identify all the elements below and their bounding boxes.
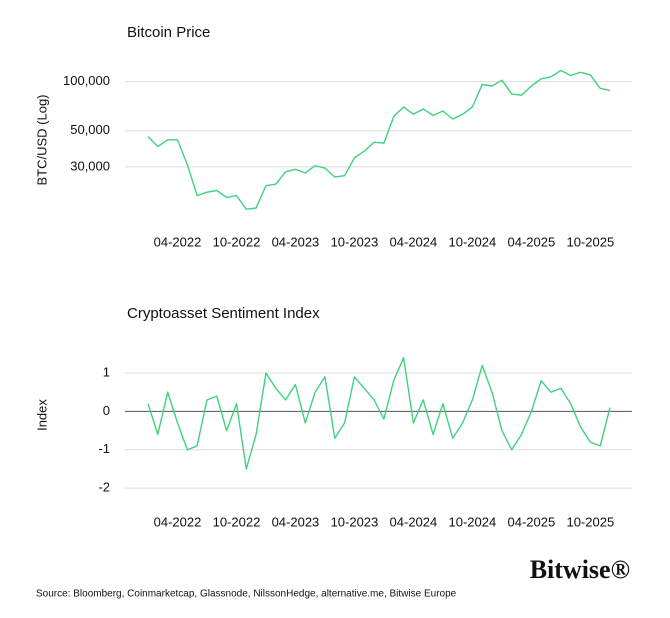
chart-title: Cryptoasset Sentiment Index: [127, 305, 320, 322]
x-tick-label: 10-2022: [213, 234, 261, 249]
x-tick-label: 04-2024: [390, 234, 438, 249]
x-tick-label: 10-2022: [213, 514, 261, 529]
x-tick-label: 04-2023: [272, 514, 320, 529]
y-axis-label: BTC/USD (Log): [34, 94, 49, 185]
y-tick-label: 100,000: [63, 73, 110, 88]
y-tick-label: 50,000: [70, 122, 110, 137]
x-tick-label: 04-2022: [154, 514, 202, 529]
data-line: [147, 69, 611, 210]
x-tick-label: 10-2025: [566, 234, 614, 249]
x-tick-label: 10-2025: [566, 514, 614, 529]
data-line: [147, 357, 611, 470]
y-tick-label: 0: [103, 403, 110, 418]
y-tick-label: -1: [98, 441, 110, 456]
x-tick-label: 10-2024: [449, 234, 497, 249]
x-tick-label: 10-2024: [449, 514, 497, 529]
x-tick-label: 10-2023: [331, 234, 379, 249]
y-axis-label: Index: [34, 399, 49, 431]
source: Source: Bloomberg, Coinmarketcap, Glassn…: [36, 589, 457, 600]
x-tick-label: 10-2023: [331, 514, 379, 529]
x-tick-label: 04-2024: [390, 514, 438, 529]
logo: Bitwise®: [530, 555, 630, 584]
x-tick-label: 04-2022: [154, 234, 202, 249]
x-tick-label: 04-2023: [272, 234, 320, 249]
y-tick-label: -2: [98, 480, 110, 495]
chart-title: Bitcoin Price: [127, 24, 210, 41]
x-tick-label: 04-2025: [508, 234, 556, 249]
y-tick-label: 30,000: [70, 158, 110, 173]
x-tick-label: 04-2025: [508, 514, 556, 529]
y-tick-label: 1: [103, 364, 110, 379]
